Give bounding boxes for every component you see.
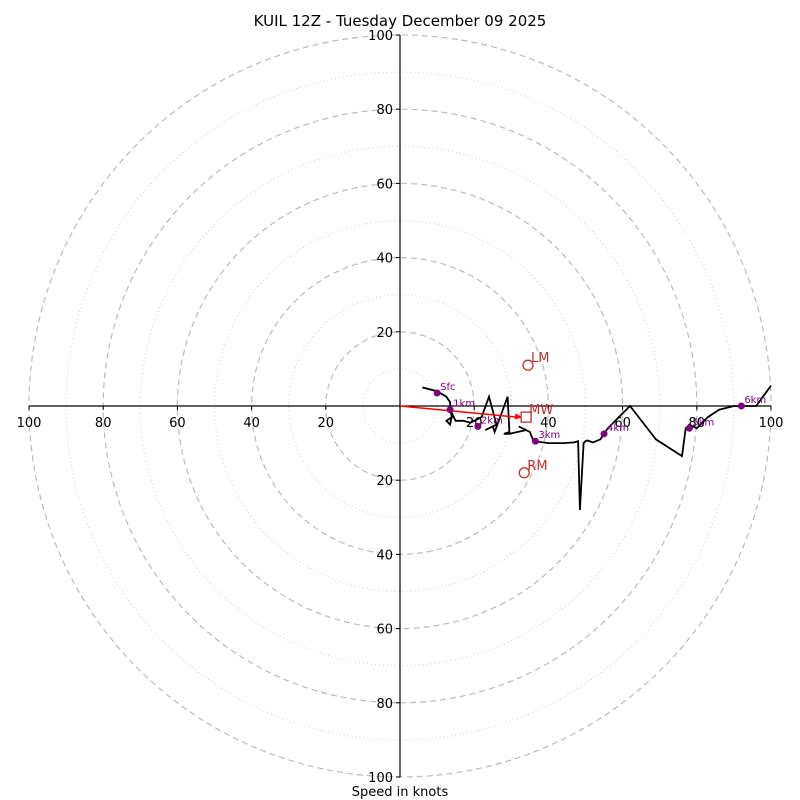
x-tick-label: 40 xyxy=(540,416,557,431)
y-tick-label: 20 xyxy=(376,326,393,341)
x-tick-label: 100 xyxy=(759,416,784,431)
height-label-3km: 3km xyxy=(538,430,560,441)
y-tick-label: 60 xyxy=(376,177,393,192)
x-tick-label: 40 xyxy=(243,416,260,431)
y-tick-label: 100 xyxy=(368,771,393,786)
storm-motion-label-lm: LM xyxy=(531,351,549,366)
height-marker-2km xyxy=(474,422,482,430)
storm-motion-label-rm: RM xyxy=(527,459,547,474)
shear-vector-arrowhead xyxy=(514,413,523,420)
height-label-5km: 5km xyxy=(692,417,714,428)
height-marker-sfc xyxy=(433,389,441,397)
y-tick-label: 100 xyxy=(368,29,393,44)
height-markers-group: Sfc 1km 2km 3km 4km 5km 6km xyxy=(433,382,766,445)
x-tick-label: 100 xyxy=(17,416,42,431)
height-label-2km: 2km xyxy=(481,415,503,426)
height-label-sfc: Sfc xyxy=(440,382,455,393)
storm-motion-marker-rm xyxy=(518,467,530,479)
x-tick-label: 60 xyxy=(169,416,186,431)
y-tick-label: 60 xyxy=(376,623,393,638)
height-marker-3km xyxy=(531,437,539,445)
y-tick-label: 80 xyxy=(376,697,393,712)
height-marker-6km xyxy=(737,402,745,410)
storm-motion-marker-mw xyxy=(520,411,532,423)
x-axis-label: Speed in knots xyxy=(352,785,449,800)
y-tick-label: 20 xyxy=(376,474,393,489)
y-tick-label: 80 xyxy=(376,103,393,118)
height-label-4km: 4km xyxy=(607,423,629,434)
x-tick-label: 20 xyxy=(318,416,335,431)
y-tick-label: 40 xyxy=(376,548,393,563)
x-tick-label: 60 xyxy=(614,416,631,431)
storm-motion-marker-lm xyxy=(522,359,534,371)
shear-vector-line xyxy=(399,405,518,418)
height-label-1km: 1km xyxy=(453,399,475,410)
shear-vector-group xyxy=(399,405,523,420)
height-marker-5km xyxy=(685,424,693,432)
x-tick-label: 80 xyxy=(95,416,112,431)
height-marker-1km xyxy=(446,406,454,414)
height-marker-4km xyxy=(600,430,608,438)
height-label-6km: 6km xyxy=(744,395,766,406)
y-tick-label: 40 xyxy=(376,252,393,267)
storm-motion-group: LM MW RM xyxy=(518,351,553,479)
chart-title: KUIL 12Z - Tuesday December 09 2025 xyxy=(254,12,547,30)
storm-motion-label-mw: MW xyxy=(529,403,553,418)
tick-labels: 100 80 60 40 20 20 40 60 80 100100806040202040608… xyxy=(17,29,784,786)
